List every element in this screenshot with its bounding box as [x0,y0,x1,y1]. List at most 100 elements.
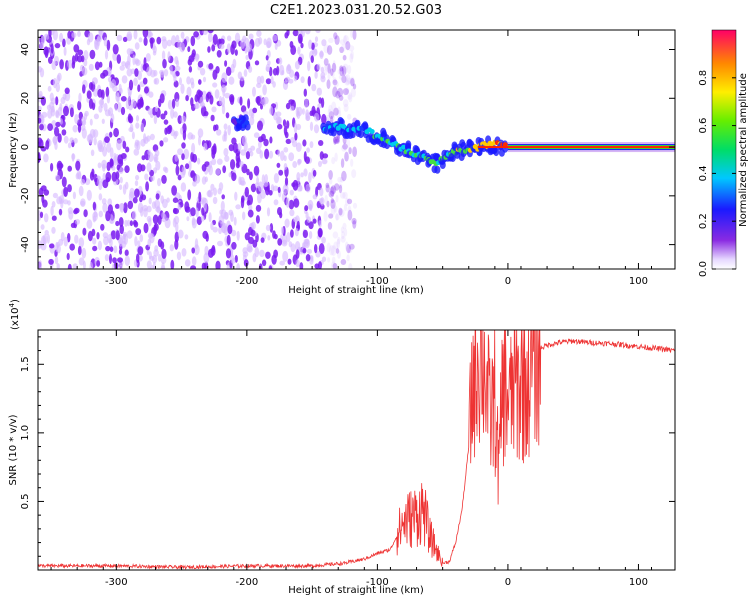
noise-cell [342,222,347,230]
noise-cell [148,217,152,227]
noise-cell [104,254,109,262]
noise-cell [231,241,237,250]
noise-cell [152,50,157,56]
noise-cell [337,250,341,259]
noise-cell [118,248,123,255]
noise-cell [332,231,339,239]
noise-cell [239,161,244,167]
noise-cell [132,54,136,66]
noise-cell [78,185,84,197]
noise-cell [146,205,152,213]
noise-cell [243,69,248,77]
noise-cell [117,257,123,263]
noise-cell [67,142,72,149]
noise-cell [350,50,354,60]
noise-cell [102,172,107,181]
noise-cell [48,258,54,265]
noise-cell [250,221,256,230]
x-tick-label: 100 [629,276,648,287]
noise-cell [198,191,202,203]
noise-cell [340,192,346,199]
noise-cell [50,162,54,172]
noise-cell [198,90,203,97]
noise-cell [341,170,347,182]
noise-cell [328,37,334,44]
y-tick-label: -20 [20,188,31,204]
noise-cell [115,171,120,180]
noise-cell [161,248,167,259]
noise-cell [350,78,355,87]
noise-cell [180,31,185,39]
noise-cell [55,121,61,128]
noise-cell [277,207,282,216]
noise-cell [328,111,335,120]
noise-cell [106,95,110,104]
noise-cell [147,238,152,248]
noise-cell [87,32,94,43]
noise-cell [61,129,67,136]
noise-cell [166,126,172,135]
noise-cell [47,109,53,119]
noise-cell [310,255,314,262]
noise-cell [222,165,227,174]
noise-cell [136,253,140,263]
noise-cell [272,185,279,192]
noise-cell [162,58,167,69]
y-tick-label: -40 [20,236,31,252]
noise-cell [212,143,217,154]
noise-cell [350,87,356,98]
noise-cell [315,186,319,197]
noise-cell [118,203,125,211]
noise-cell [52,192,59,199]
noise-cell [193,31,200,38]
noise-cell [265,78,272,85]
noise-cell [160,265,166,269]
noise-cell [125,60,131,70]
noise-cell [105,86,110,98]
noise-cell [273,173,279,184]
noise-cell [320,66,325,73]
noise-cell [350,158,354,167]
x-tick-label: 0 [505,577,511,588]
noise-cell [101,198,107,205]
noise-cell [351,217,357,225]
noise-cell [146,135,151,142]
noise-cell [113,127,119,138]
noise-cell [208,248,214,258]
noise-cell [347,64,352,75]
noise-cell [63,46,67,56]
noise-cell [251,112,255,119]
noise-cell [51,201,56,208]
x-tick-label: -100 [366,577,389,588]
noise-cell [264,148,270,160]
noise-cell [205,93,210,103]
noise-cell [248,33,254,40]
noise-cell [302,229,308,239]
noise-cell [120,96,127,102]
noise-cell [73,137,78,144]
noise-cell [40,224,45,230]
noise-cell [252,86,256,97]
noise-cell [91,228,96,237]
noise-cell [162,198,168,209]
signal-cell [362,121,369,130]
noise-cell [60,96,66,105]
noise-cell [194,103,200,109]
noise-cell [56,263,60,269]
noise-cell [54,55,59,65]
signal-cell [357,130,364,139]
noise-cell [293,75,298,82]
noise-cell [294,60,300,70]
noise-cell [125,146,130,153]
noise-cell [131,131,135,140]
noise-cell [338,207,343,216]
noise-cell [52,136,58,144]
noise-cell [216,158,223,165]
noise-cell [318,160,322,168]
noise-cell [321,236,326,244]
noise-cell [339,65,344,72]
noise-cell [255,96,261,104]
noise-cell [319,151,324,160]
noise-cell [45,140,50,150]
